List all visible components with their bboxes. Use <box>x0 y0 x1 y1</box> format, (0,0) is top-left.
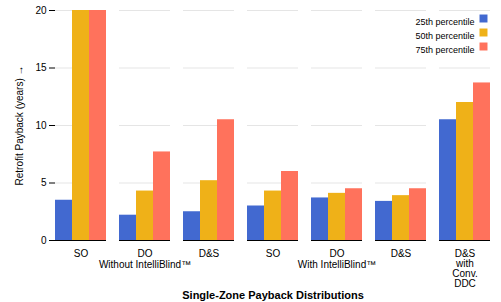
svg-text:SO: SO <box>74 248 89 259</box>
svg-text:With IntelliBlind™: With IntelliBlind™ <box>298 259 376 270</box>
svg-text:50th percentile: 50th percentile <box>415 31 474 41</box>
svg-text:25th percentile: 25th percentile <box>415 17 474 27</box>
svg-text:20: 20 <box>35 5 47 16</box>
svg-text:5: 5 <box>41 177 47 188</box>
svg-text:D&S: D&S <box>199 248 220 259</box>
svg-text:DO: DO <box>138 248 153 259</box>
svg-text:Without IntelliBlind™: Without IntelliBlind™ <box>99 259 191 270</box>
svg-text:0: 0 <box>41 235 47 246</box>
svg-text:D&SwithConv.DDC: D&SwithConv.DDC <box>452 248 477 289</box>
svg-text:Retrofit Payback (years) →: Retrofit Payback (years) → <box>14 65 25 185</box>
svg-text:10: 10 <box>35 120 47 131</box>
svg-text:15: 15 <box>35 62 47 73</box>
svg-text:SO: SO <box>266 248 281 259</box>
svg-text:Single-Zone Payback Distributi: Single-Zone Payback Distributions <box>182 289 364 301</box>
svg-text:DO: DO <box>330 248 345 259</box>
svg-text:75th percentile: 75th percentile <box>415 45 474 55</box>
svg-text:D&S: D&S <box>391 248 412 259</box>
